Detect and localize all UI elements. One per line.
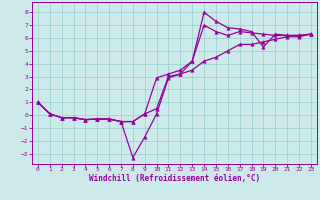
X-axis label: Windchill (Refroidissement éolien,°C): Windchill (Refroidissement éolien,°C) <box>89 174 260 183</box>
